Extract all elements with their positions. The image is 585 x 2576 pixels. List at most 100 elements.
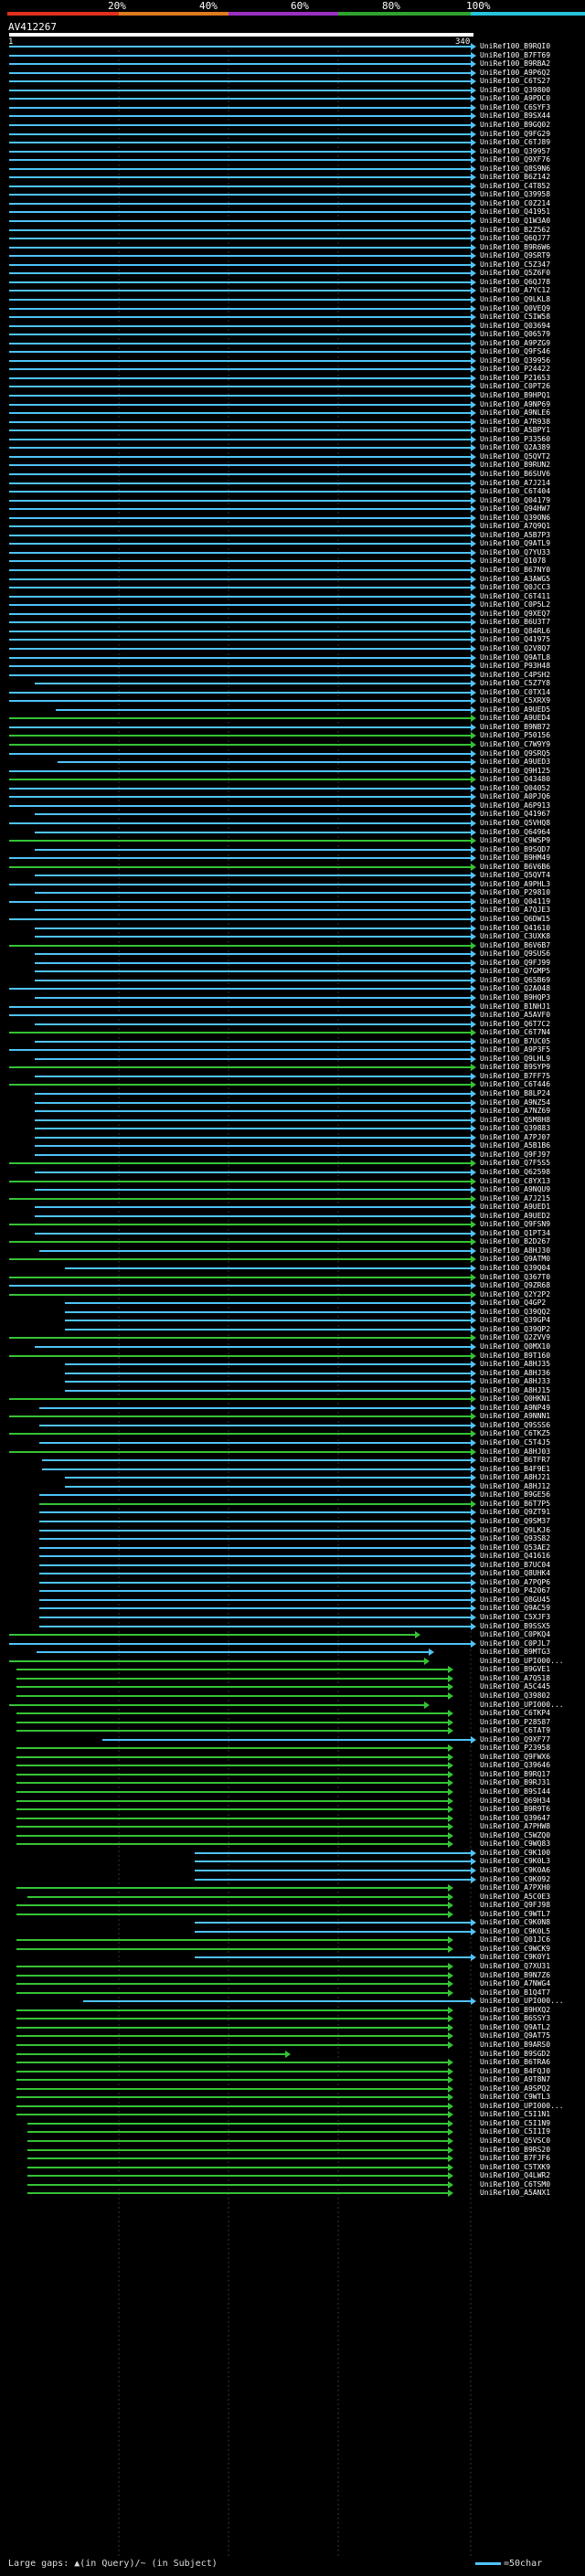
- hit-row[interactable]: UniRef100_A5C0E3: [0, 1892, 585, 1901]
- alignment-bar[interactable]: [58, 761, 473, 764]
- hit-id-link[interactable]: UniRef100_A9UED5: [480, 705, 551, 714]
- hit-row[interactable]: UniRef100_Q7XU31: [0, 1962, 585, 1970]
- alignment-bar[interactable]: [9, 106, 473, 109]
- alignment-bar[interactable]: [16, 1983, 449, 1986]
- hit-id-link[interactable]: UniRef100_B6SUV6: [480, 469, 551, 478]
- hit-id-link[interactable]: UniRef100_A5AVF0: [480, 1011, 551, 1020]
- alignment-bar[interactable]: [16, 2043, 449, 2046]
- alignment-bar[interactable]: [9, 482, 473, 484]
- hit-id-link[interactable]: UniRef100_B9R9T6: [480, 1805, 551, 1814]
- hit-row[interactable]: UniRef100_UPI000...: [0, 2102, 585, 2110]
- alignment-bar[interactable]: [39, 1529, 473, 1532]
- alignment-bar[interactable]: [39, 1555, 473, 1558]
- alignment-bar[interactable]: [16, 2070, 449, 2072]
- hit-row[interactable]: UniRef100_C9WSP9: [0, 836, 585, 845]
- hit-id-link[interactable]: UniRef100_C5XRX9: [480, 696, 551, 705]
- hit-row[interactable]: UniRef100_B9N7Z6: [0, 1971, 585, 1979]
- hit-id-link[interactable]: UniRef100_C9K0L3: [480, 1857, 551, 1866]
- alignment-bar[interactable]: [16, 1712, 449, 1715]
- hit-id-link[interactable]: UniRef100_Q39ON6: [480, 513, 551, 522]
- hit-id-link[interactable]: UniRef100_P29810: [480, 888, 551, 897]
- hit-row[interactable]: UniRef100_Q39958: [0, 190, 585, 199]
- alignment-bar[interactable]: [41, 1468, 473, 1470]
- hit-id-link[interactable]: UniRef100_B9ARS0: [480, 2040, 551, 2049]
- hit-row[interactable]: UniRef100_A8HJ33: [0, 1377, 585, 1386]
- hit-row[interactable]: UniRef100_C9WQ83: [0, 1839, 585, 1849]
- alignment-bar[interactable]: [9, 717, 473, 720]
- alignment-bar[interactable]: [16, 1755, 449, 1758]
- alignment-bar[interactable]: [16, 1677, 449, 1680]
- hit-id-link[interactable]: UniRef100_B6V6B6: [480, 862, 551, 871]
- hit-id-link[interactable]: UniRef100_B7UC05: [480, 1036, 551, 1045]
- alignment-bar[interactable]: [34, 970, 473, 973]
- alignment-bar[interactable]: [34, 1110, 473, 1113]
- hit-row[interactable]: UniRef100_B9R6W6: [0, 243, 585, 251]
- alignment-bar[interactable]: [41, 1459, 473, 1462]
- hit-id-link[interactable]: UniRef100_P24422: [480, 365, 551, 374]
- hit-row[interactable]: UniRef100_Q9LHL9: [0, 1055, 585, 1063]
- hit-id-link[interactable]: UniRef100_Q2A389: [480, 443, 551, 452]
- hit-row[interactable]: UniRef100_B9SYP9: [0, 1063, 585, 1072]
- alignment-bar[interactable]: [16, 2104, 449, 2107]
- hit-row[interactable]: UniRef100_A9SPQ2: [0, 2084, 585, 2093]
- hit-row[interactable]: UniRef100_C0Z214: [0, 199, 585, 207]
- hit-row[interactable]: UniRef100_Q9FG29: [0, 130, 585, 138]
- hit-id-link[interactable]: UniRef100_B9N7Z6: [480, 1970, 551, 1979]
- hit-row[interactable]: UniRef100_B9RQI0: [0, 42, 585, 50]
- alignment-bar[interactable]: [9, 1293, 473, 1296]
- alignment-bar[interactable]: [9, 46, 473, 48]
- alignment-bar[interactable]: [16, 2096, 449, 2099]
- hit-row[interactable]: UniRef100_Q06579: [0, 330, 585, 339]
- hit-id-link[interactable]: UniRef100_Q9XEQ7: [480, 609, 551, 618]
- hit-id-link[interactable]: UniRef100_B6TRA6: [480, 2058, 551, 2067]
- hit-row[interactable]: UniRef100_UPI000...: [0, 1657, 585, 1665]
- alignment-bar[interactable]: [9, 769, 473, 772]
- hit-id-link[interactable]: UniRef100_C4PSH2: [480, 670, 551, 679]
- hit-id-link[interactable]: UniRef100_Q41975: [480, 635, 551, 644]
- hit-id-link[interactable]: UniRef100_C6TS27: [480, 77, 551, 86]
- hit-row[interactable]: UniRef100_Q39883: [0, 1124, 585, 1133]
- hit-row[interactable]: UniRef100_Q64964: [0, 828, 585, 836]
- hit-id-link[interactable]: UniRef100_A9SPQ2: [480, 2083, 551, 2093]
- alignment-bar[interactable]: [16, 2009, 449, 2011]
- hit-row[interactable]: UniRef100_A7PXH0: [0, 1883, 585, 1892]
- hit-row[interactable]: UniRef100_A7J214: [0, 479, 585, 487]
- alignment-bar[interactable]: [27, 2122, 449, 2125]
- alignment-bar[interactable]: [101, 1738, 473, 1741]
- hit-row[interactable]: UniRef100_Q9SRQ5: [0, 749, 585, 758]
- hit-id-link[interactable]: UniRef100_Q2ZVV9: [480, 1333, 551, 1342]
- hit-id-link[interactable]: UniRef100_A9P6Q2: [480, 68, 551, 77]
- hit-row[interactable]: UniRef100_Q367T0: [0, 1273, 585, 1281]
- hit-id-link[interactable]: UniRef100_A9NP69: [480, 399, 551, 408]
- hit-row[interactable]: UniRef100_C0TX14: [0, 688, 585, 696]
- alignment-bar[interactable]: [34, 683, 473, 685]
- hit-row[interactable]: UniRef100_A9P6Q2: [0, 69, 585, 77]
- alignment-bar[interactable]: [9, 142, 473, 144]
- hit-row[interactable]: UniRef100_Q9SUS6: [0, 949, 585, 959]
- hit-row[interactable]: UniRef100_Q6DW15: [0, 915, 585, 923]
- hit-id-link[interactable]: UniRef100_Q39956: [480, 355, 551, 365]
- hit-id-link[interactable]: UniRef100_Q39GP4: [480, 1316, 551, 1325]
- hit-id-link[interactable]: UniRef100_C9K0L5: [480, 1926, 551, 1935]
- alignment-bar[interactable]: [16, 1974, 449, 1977]
- alignment-bar[interactable]: [9, 324, 473, 327]
- hit-row[interactable]: UniRef100_Q6T7C2: [0, 1020, 585, 1028]
- hit-id-link[interactable]: UniRef100_B4F9E1: [480, 1464, 551, 1473]
- hit-row[interactable]: UniRef100_Q43480: [0, 775, 585, 784]
- hit-row[interactable]: UniRef100_Q9FJ98: [0, 1901, 585, 1910]
- alignment-bar[interactable]: [39, 1424, 473, 1426]
- hit-row[interactable]: UniRef100_B9HXQ2: [0, 2006, 585, 2014]
- alignment-bar[interactable]: [64, 1372, 473, 1374]
- alignment-bar[interactable]: [34, 1153, 473, 1156]
- hit-id-link[interactable]: UniRef100_B6T7P5: [480, 1499, 551, 1508]
- alignment-bar[interactable]: [9, 386, 473, 388]
- alignment-bar[interactable]: [83, 2000, 473, 2003]
- alignment-bar[interactable]: [34, 1206, 473, 1209]
- hit-row[interactable]: UniRef100_Q5VHQ8: [0, 819, 585, 827]
- alignment-bar[interactable]: [9, 98, 473, 101]
- hit-id-link[interactable]: UniRef100_Q04119: [480, 896, 551, 906]
- hit-row[interactable]: UniRef100_A7NZ69: [0, 1107, 585, 1116]
- hit-row[interactable]: UniRef100_B9ARS0: [0, 2041, 585, 2049]
- hit-row[interactable]: UniRef100_B7FJF6: [0, 2154, 585, 2163]
- alignment-bar[interactable]: [34, 1232, 473, 1235]
